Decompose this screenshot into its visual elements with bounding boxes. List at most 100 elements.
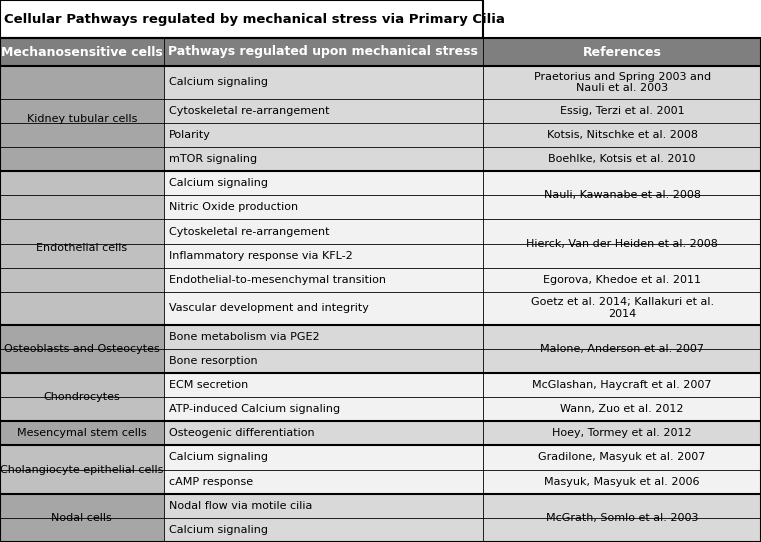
Bar — [0, 518, 164, 542]
Bar — [164, 147, 483, 171]
Text: Cholangiocyte epithelial cells: Cholangiocyte epithelial cells — [0, 464, 164, 474]
Text: Bone resorption: Bone resorption — [169, 356, 257, 366]
Text: Cytoskeletal re-arrangement: Cytoskeletal re-arrangement — [169, 106, 329, 115]
Bar — [164, 292, 483, 325]
Text: Cellular Pathways regulated by mechanical stress via Primary Cilia: Cellular Pathways regulated by mechanica… — [4, 12, 505, 25]
Text: Mechanosensitive cells: Mechanosensitive cells — [1, 46, 163, 59]
Text: Kidney tubular cells: Kidney tubular cells — [27, 114, 137, 124]
Bar — [0, 171, 164, 195]
Bar — [164, 171, 483, 195]
Bar — [483, 292, 761, 325]
Text: Nodal cells: Nodal cells — [52, 513, 112, 523]
Bar — [483, 147, 761, 171]
Bar — [164, 220, 483, 243]
Bar — [164, 494, 483, 518]
Bar — [0, 38, 761, 66]
Text: References: References — [583, 46, 661, 59]
Bar — [483, 123, 761, 147]
Text: McGlashan, Haycraft et al. 2007: McGlashan, Haycraft et al. 2007 — [533, 380, 712, 390]
Bar — [483, 171, 761, 195]
Bar — [164, 268, 483, 292]
Bar — [164, 243, 483, 268]
Bar — [483, 195, 761, 220]
Bar — [0, 469, 164, 494]
Bar — [0, 220, 164, 243]
Text: Hoey, Tormey et al. 2012: Hoey, Tormey et al. 2012 — [552, 428, 692, 438]
Bar — [0, 446, 164, 469]
Bar — [164, 325, 483, 349]
Bar — [483, 349, 761, 373]
Text: Kotsis, Nitschke et al. 2008: Kotsis, Nitschke et al. 2008 — [546, 130, 698, 140]
Bar — [164, 349, 483, 373]
Bar — [0, 325, 164, 349]
Bar — [0, 397, 164, 421]
Text: Calcium signaling: Calcium signaling — [169, 178, 268, 188]
Bar — [164, 373, 483, 397]
Text: Chondrocytes: Chondrocytes — [43, 392, 120, 402]
Bar — [0, 243, 164, 268]
Bar — [164, 195, 483, 220]
Text: Masyuk, Masyuk et al. 2006: Masyuk, Masyuk et al. 2006 — [544, 476, 700, 487]
Text: Mesencymal stem cells: Mesencymal stem cells — [17, 428, 147, 438]
Text: Osteogenic differentiation: Osteogenic differentiation — [169, 428, 314, 438]
Text: Malone, Anderson et al. 2007: Malone, Anderson et al. 2007 — [540, 344, 704, 354]
Bar — [483, 220, 761, 243]
Text: Praetorius and Spring 2003 and
Nauli et al. 2003: Praetorius and Spring 2003 and Nauli et … — [533, 72, 711, 93]
Text: Calcium signaling: Calcium signaling — [169, 453, 268, 462]
Text: Cytoskeletal re-arrangement: Cytoskeletal re-arrangement — [169, 227, 329, 236]
Text: Endothelial-to-mesenchymal transition: Endothelial-to-mesenchymal transition — [169, 275, 386, 285]
Bar — [164, 421, 483, 446]
Bar — [0, 421, 164, 446]
Text: Nauli, Kawanabe et al. 2008: Nauli, Kawanabe et al. 2008 — [543, 190, 701, 201]
Bar — [0, 123, 164, 147]
Bar — [164, 123, 483, 147]
Text: mTOR signaling: mTOR signaling — [169, 154, 256, 164]
Bar — [164, 446, 483, 469]
Bar — [0, 195, 164, 220]
Text: Inflammatory response via KFL-2: Inflammatory response via KFL-2 — [169, 251, 352, 261]
Bar — [483, 373, 761, 397]
Text: Calcium signaling: Calcium signaling — [169, 525, 268, 535]
Bar — [0, 292, 164, 325]
Text: McGrath, Somlo et al. 2003: McGrath, Somlo et al. 2003 — [546, 513, 699, 523]
Bar — [483, 325, 761, 349]
Bar — [483, 494, 761, 518]
Bar — [483, 268, 761, 292]
Bar — [483, 518, 761, 542]
Text: Vascular development and integrity: Vascular development and integrity — [169, 303, 368, 313]
Bar — [0, 373, 164, 397]
Bar — [0, 494, 164, 518]
Text: Boehlke, Kotsis et al. 2010: Boehlke, Kotsis et al. 2010 — [549, 154, 696, 164]
Text: Gradilone, Masyuk et al. 2007: Gradilone, Masyuk et al. 2007 — [539, 453, 705, 462]
Bar — [483, 446, 761, 469]
Bar — [164, 518, 483, 542]
Text: Essig, Terzi et al. 2001: Essig, Terzi et al. 2001 — [560, 106, 684, 115]
Bar — [483, 469, 761, 494]
Bar — [0, 0, 483, 38]
Bar — [483, 397, 761, 421]
Text: Nitric Oxide production: Nitric Oxide production — [169, 202, 298, 212]
Text: Wann, Zuo et al. 2012: Wann, Zuo et al. 2012 — [560, 404, 684, 414]
Bar — [483, 421, 761, 446]
Text: Calcium signaling: Calcium signaling — [169, 78, 268, 87]
Text: Polarity: Polarity — [169, 130, 211, 140]
Bar — [164, 99, 483, 123]
Bar — [0, 99, 164, 123]
Bar — [483, 99, 761, 123]
Text: cAMP response: cAMP response — [169, 476, 253, 487]
Text: Nodal flow via motile cilia: Nodal flow via motile cilia — [169, 501, 312, 511]
Bar — [0, 66, 164, 99]
Text: Pathways regulated upon mechanical stress: Pathways regulated upon mechanical stres… — [168, 46, 479, 59]
Bar — [0, 147, 164, 171]
Bar — [164, 469, 483, 494]
Bar — [0, 268, 164, 292]
Text: Hierck, Van der Heiden et al. 2008: Hierck, Van der Heiden et al. 2008 — [526, 238, 718, 249]
Bar — [164, 397, 483, 421]
Text: Endothelial cells: Endothelial cells — [37, 243, 127, 253]
Bar — [483, 243, 761, 268]
Text: Osteoblasts and Osteocytes: Osteoblasts and Osteocytes — [4, 344, 160, 354]
Bar — [483, 66, 761, 99]
Text: Bone metabolism via PGE2: Bone metabolism via PGE2 — [169, 332, 320, 341]
Bar — [0, 349, 164, 373]
Text: ATP-induced Calcium signaling: ATP-induced Calcium signaling — [169, 404, 339, 414]
